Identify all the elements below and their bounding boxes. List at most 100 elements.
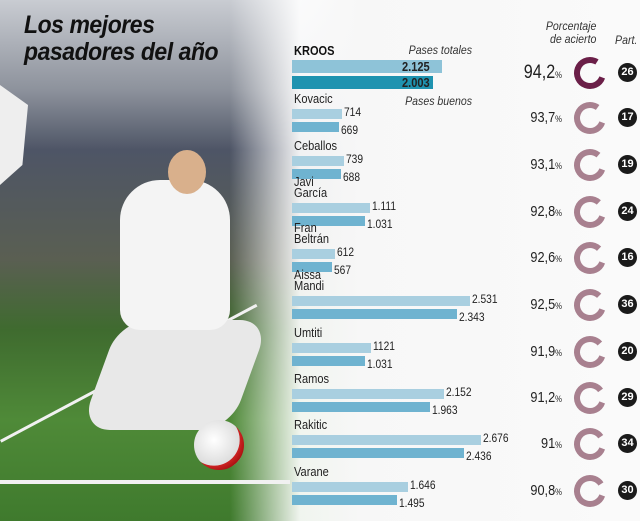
bar-pases-buenos bbox=[292, 216, 365, 226]
value-pases-buenos: 567 bbox=[333, 263, 351, 277]
value-pases-totales: 612 bbox=[337, 245, 355, 259]
percent-sign: % bbox=[555, 394, 562, 404]
bar-pases-totales bbox=[292, 249, 336, 259]
percent-sign: % bbox=[555, 161, 562, 171]
percent-number: 93,1 bbox=[530, 156, 556, 173]
accuracy-arc bbox=[574, 102, 606, 134]
partidos-badge: 34 bbox=[618, 434, 637, 453]
percent-value: 92,6% bbox=[511, 249, 562, 266]
player-legs bbox=[79, 320, 271, 430]
percent-value: 94,2% bbox=[511, 62, 562, 84]
player-name-part: Mandi bbox=[294, 278, 325, 293]
percent-value: 91,9% bbox=[511, 343, 562, 360]
percent-sign: % bbox=[555, 208, 562, 218]
header-porcentaje-line1: Porcentaje bbox=[545, 19, 596, 33]
accuracy-ring bbox=[574, 336, 606, 368]
percent-number: 93,7 bbox=[530, 109, 556, 126]
bar-pases-buenos bbox=[292, 402, 431, 412]
partidos-badge: 29 bbox=[618, 388, 637, 407]
value-pases-buenos: 2.343 bbox=[459, 310, 485, 324]
bar-pases-buenos bbox=[292, 356, 365, 366]
bar-pases-totales bbox=[292, 60, 442, 73]
bar-pases-totales bbox=[292, 343, 372, 353]
percent-value: 92,8% bbox=[511, 203, 562, 220]
percent-value: 92,5% bbox=[511, 296, 562, 313]
accuracy-arc bbox=[574, 242, 606, 274]
player-body bbox=[120, 180, 230, 330]
field-line bbox=[0, 480, 290, 484]
accuracy-arc bbox=[574, 475, 606, 507]
partidos-badge: 26 bbox=[618, 63, 637, 82]
accuracy-ring bbox=[574, 428, 606, 460]
accuracy-ring bbox=[574, 475, 606, 507]
percent-number: 92,5 bbox=[530, 296, 556, 313]
partidos-badge: 24 bbox=[618, 202, 637, 221]
accuracy-ring bbox=[574, 102, 606, 134]
bar-pases-buenos bbox=[292, 495, 398, 505]
percent-value: 91,2% bbox=[511, 389, 562, 406]
accuracy-arc bbox=[574, 57, 606, 89]
value-pases-buenos: 669 bbox=[341, 123, 359, 137]
percent-value: 93,7% bbox=[511, 109, 562, 126]
percent-value: 90,8% bbox=[511, 482, 562, 499]
value-pases-totales: 2.125 bbox=[402, 59, 430, 74]
value-pases-totales: 739 bbox=[346, 152, 364, 166]
bar-pases-buenos bbox=[292, 122, 340, 132]
bar-pases-totales bbox=[292, 109, 343, 119]
accuracy-ring bbox=[574, 57, 606, 89]
value-pases-buenos: 1.031 bbox=[366, 357, 393, 371]
accuracy-arc bbox=[574, 196, 606, 228]
percent-sign: % bbox=[555, 70, 562, 80]
accuracy-arc bbox=[574, 289, 606, 321]
percent-number: 91,9 bbox=[530, 343, 556, 360]
player-name-part: Fran bbox=[294, 220, 317, 235]
player-name: Varane bbox=[294, 464, 329, 479]
percent-sign: % bbox=[555, 301, 562, 311]
value-pases-totales: 1121 bbox=[373, 339, 395, 353]
player-name: Umtiti bbox=[294, 325, 323, 340]
player-name: Kovacic bbox=[294, 91, 333, 106]
player-name-part: Beltrán bbox=[294, 231, 330, 246]
percent-sign: % bbox=[555, 254, 562, 264]
percent-value: 91% bbox=[511, 435, 562, 452]
percent-sign: % bbox=[555, 114, 562, 124]
bar-pases-totales bbox=[292, 389, 444, 399]
accuracy-ring bbox=[574, 242, 606, 274]
page-title: Los mejores pasadores del año bbox=[24, 12, 219, 66]
value-pases-buenos: 1.963 bbox=[432, 403, 458, 417]
accuracy-ring bbox=[574, 289, 606, 321]
player-name: Rakitic bbox=[294, 417, 328, 432]
header-porcentaje-line2: de acierto bbox=[549, 32, 596, 46]
header-partidos: Part. bbox=[614, 33, 637, 47]
player-name-part: Javi bbox=[294, 174, 314, 189]
player-name: Aissa Mandi bbox=[294, 268, 325, 293]
accuracy-ring bbox=[574, 196, 606, 228]
percent-value: 93,1% bbox=[511, 156, 562, 173]
accuracy-ring bbox=[574, 149, 606, 181]
header-porcentaje: Porcentaje de acierto bbox=[546, 20, 596, 46]
percent-number: 91 bbox=[541, 435, 556, 452]
bar-pases-buenos bbox=[292, 448, 464, 458]
value-pases-totales: 2.531 bbox=[472, 292, 498, 306]
player-head bbox=[168, 150, 206, 194]
value-pases-buenos: 1.031 bbox=[366, 217, 393, 231]
player-name: KROOS bbox=[294, 43, 335, 58]
partidos-badge: 20 bbox=[618, 342, 637, 361]
player-name: Ceballos bbox=[294, 138, 338, 153]
percent-number: 92,6 bbox=[530, 249, 556, 266]
value-pases-totales: 1.111 bbox=[372, 199, 397, 213]
header-pases-totales: Pases totales bbox=[408, 43, 472, 57]
player-name: Javi García bbox=[294, 174, 328, 200]
accuracy-ring bbox=[574, 382, 606, 414]
partidos-badge: 36 bbox=[618, 295, 637, 314]
percent-number: 92,8 bbox=[530, 203, 556, 220]
player-name-part: García bbox=[294, 185, 328, 200]
accuracy-arc bbox=[574, 428, 606, 460]
title-line-2: pasadores del año bbox=[24, 38, 219, 66]
value-pases-buenos: 688 bbox=[342, 170, 360, 184]
value-pases-totales: 2.676 bbox=[482, 431, 509, 445]
header-pases-buenos: Pases buenos bbox=[405, 94, 472, 108]
partidos-badge: 17 bbox=[618, 108, 637, 127]
percent-sign: % bbox=[555, 440, 562, 450]
bar-pases-totales bbox=[292, 156, 345, 166]
